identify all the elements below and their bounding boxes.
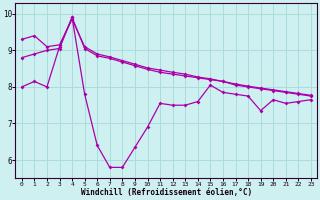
X-axis label: Windchill (Refroidissement éolien,°C): Windchill (Refroidissement éolien,°C) [81, 188, 252, 197]
